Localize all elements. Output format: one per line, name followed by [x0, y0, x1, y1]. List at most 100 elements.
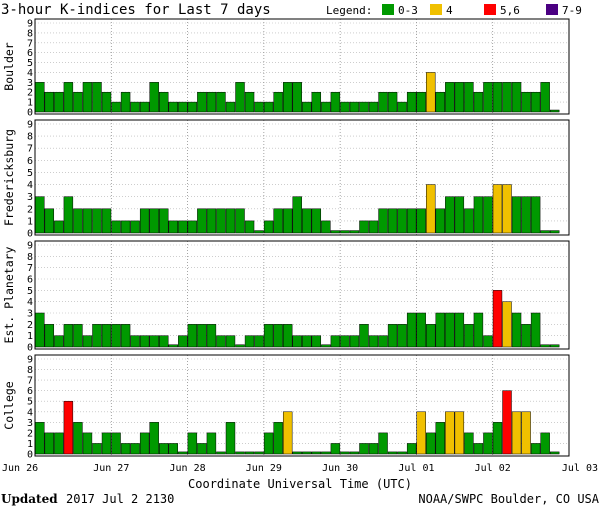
k-index-bar — [349, 101, 360, 113]
k-index-bar — [159, 91, 169, 113]
k-index-bar — [216, 208, 226, 234]
k-index-bar — [63, 82, 74, 113]
y-tick-label: 5 — [27, 168, 33, 179]
k-index-bar — [464, 82, 474, 113]
k-index-bar — [197, 91, 207, 113]
k-index-bar — [54, 335, 64, 348]
panel-frame — [34, 119, 570, 236]
y-tick-label: 2 — [27, 204, 33, 215]
k-index-bar — [73, 422, 83, 455]
k-index-bar — [54, 91, 64, 113]
k-index-bar — [521, 196, 531, 234]
k-index-bar — [254, 335, 264, 348]
y-tick-label: 7 — [27, 144, 33, 155]
k-index-bar — [82, 208, 93, 234]
k-index-bar — [82, 335, 93, 348]
k-index-bar — [445, 196, 455, 234]
k-index-bar — [273, 324, 283, 348]
k-index-bar — [321, 344, 331, 348]
k-index-bar — [197, 324, 207, 348]
k-index-bar — [473, 91, 484, 113]
k-index-bar — [111, 324, 121, 348]
k-index-bar — [540, 230, 550, 234]
k-index-bar — [549, 451, 560, 455]
k-index-bar — [406, 312, 417, 348]
y-tick-label: 1 — [27, 331, 33, 342]
k-index-bar — [454, 312, 465, 348]
k-index-bar — [530, 91, 541, 113]
k-index-bar — [120, 324, 131, 348]
k-index-bar — [549, 109, 560, 113]
k-index-bar — [521, 91, 531, 113]
k-index-bar — [292, 451, 302, 455]
k-index-bar — [244, 91, 255, 113]
y-tick-label: 3 — [27, 78, 33, 89]
k-index-bar — [216, 335, 226, 348]
y-tick-label: 4 — [27, 407, 33, 418]
k-index-bar — [273, 208, 283, 234]
k-index-bar — [44, 91, 55, 113]
k-index-bar — [406, 443, 417, 455]
k-index-bar — [502, 82, 512, 113]
y-tick-label: 3 — [27, 192, 33, 203]
legend-swatch-4 — [546, 4, 558, 15]
x-tick-label: Jul 01 — [398, 463, 434, 474]
k-index-bar — [378, 208, 388, 234]
k-index-bar — [435, 312, 445, 348]
k-index-bar — [416, 91, 426, 113]
k-index-bar — [426, 184, 436, 234]
k-index-bar — [521, 411, 531, 455]
legend-label-1: 0-3 — [398, 4, 418, 17]
k-index-bar — [263, 220, 274, 234]
k-index-bar — [225, 422, 236, 455]
k-index-bar — [44, 432, 55, 455]
k-index-bar — [130, 220, 140, 234]
k-index-bar — [282, 208, 293, 234]
k-index-bar — [340, 101, 350, 113]
y-tick-label: 6 — [27, 156, 33, 167]
k-index-bar — [416, 312, 426, 348]
k-index-bar — [387, 208, 398, 234]
x-tick-label: Jun 28 — [170, 463, 206, 474]
k-index-bar — [302, 208, 312, 234]
k-index-bar — [187, 324, 198, 348]
k-index-bar — [368, 101, 379, 113]
legend: 0-3 4 5,6 7-9 — [382, 4, 582, 17]
panel-frame — [34, 18, 570, 115]
k-index-bar — [368, 443, 379, 455]
k-index-bar — [178, 451, 188, 455]
k-index-bar — [168, 443, 178, 455]
y-tick-label: 9 — [27, 241, 33, 252]
k-index-bar — [521, 324, 531, 348]
k-index-bar — [92, 82, 102, 113]
y-tick-label: 8 — [27, 28, 33, 39]
y-tick-label: 4 — [27, 297, 33, 308]
k-index-bar — [311, 91, 322, 113]
k-index-bar — [397, 208, 407, 234]
k-index-bar — [216, 91, 226, 113]
k-index-bar — [492, 422, 503, 455]
k-index-bar — [540, 344, 550, 348]
k-index-bar — [292, 196, 302, 234]
legend-title: Legend: — [326, 4, 372, 17]
k-index-bar — [483, 82, 493, 113]
source-credit: NOAA/SWPC Boulder, CO USA — [418, 492, 599, 506]
k-index-bar — [92, 324, 102, 348]
k-index-bar — [340, 335, 350, 348]
k-index-bar — [206, 324, 217, 348]
k-index-bar — [130, 335, 140, 348]
k-index-bar — [511, 312, 522, 348]
updated-time: 2017 Jul 2 2130 — [66, 492, 174, 506]
y-tick-label: 1 — [27, 98, 33, 109]
k-index-bar — [149, 82, 159, 113]
k-index-bar — [406, 91, 417, 113]
k-index-bar — [63, 324, 74, 348]
y-tick-label: 9 — [27, 355, 33, 366]
panels: 0123456789Boulder0123456789Fredericksbur… — [2, 18, 570, 461]
k-index-bar — [73, 208, 83, 234]
k-index-bar — [206, 208, 217, 234]
k-index-bar — [511, 196, 522, 234]
k-index-bar — [349, 335, 360, 348]
k-index-bar — [73, 324, 83, 348]
k-index-bar — [244, 220, 255, 234]
